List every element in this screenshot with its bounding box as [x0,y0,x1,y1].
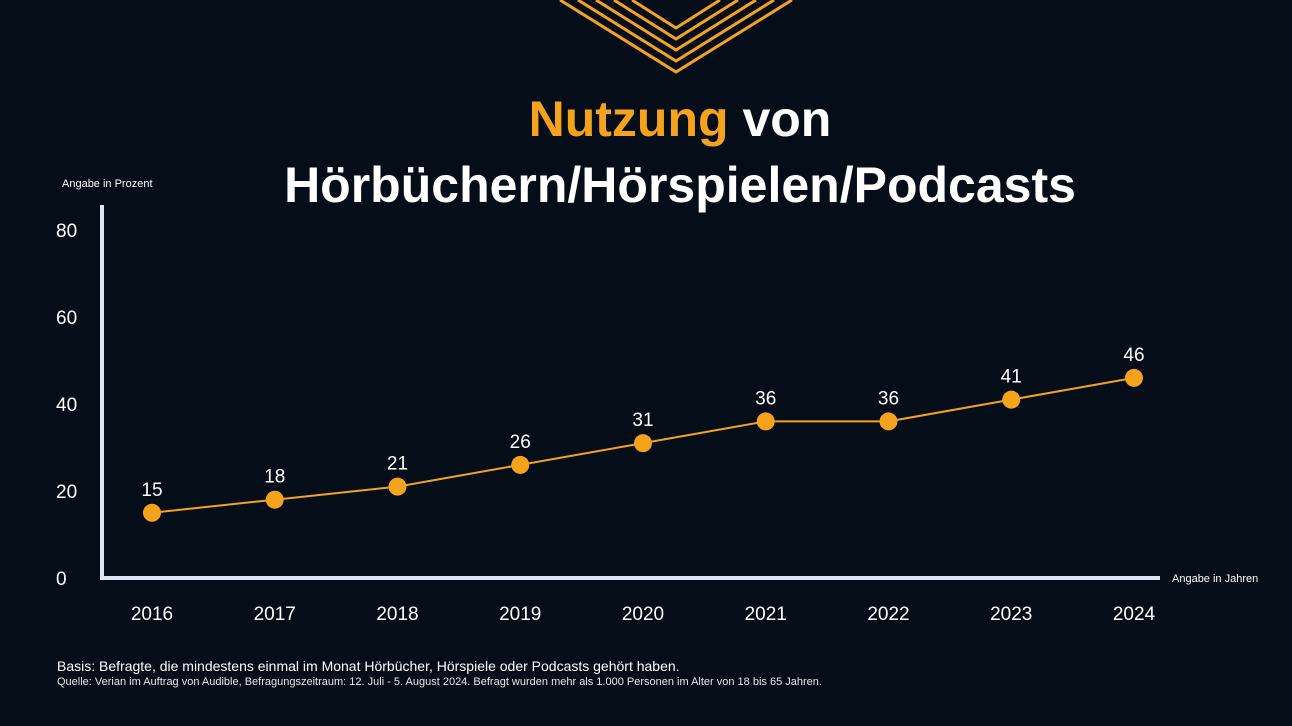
data-point [756,412,775,431]
x-tick-label: 2020 [622,604,664,625]
data-label: 26 [510,432,531,453]
footer-source: Quelle: Verian im Auftrag von Audible, B… [57,676,822,688]
line-chart: 0 20 40 60 80 2016 2017 2018 2019 2020 2021 2022 202… [56,205,1160,625]
y-tick-label: 80 [56,221,77,242]
x-tick-label: 2019 [499,604,541,625]
data-label: 15 [141,480,162,501]
data-point [634,434,652,453]
data-label: 36 [878,388,899,409]
data-point [511,455,530,474]
chart-title: Nutzung von [180,90,1180,148]
data-point [265,490,284,509]
y-tick-label: 0 [56,569,67,590]
data-point [879,412,898,431]
title-line1-rest: von [728,91,832,147]
data-point [1002,390,1021,409]
y-tick-label: 40 [56,395,77,416]
data-label: 31 [632,410,653,431]
data-label: 18 [264,467,285,488]
chart-title-line2: Hörbüchern/Hörspielen/Podcasts [284,157,1076,213]
x-tick-label: 2021 [745,604,787,625]
decorative-chevron-icon [559,0,793,74]
x-tick-label: 2017 [254,604,296,625]
data-point [1125,368,1143,387]
x-tick-label: 2022 [867,604,909,625]
x-tick-label: 2016 [131,604,173,625]
data-point [388,477,407,496]
y-tick-label: 60 [56,308,77,329]
title-highlight: Nutzung [528,91,729,147]
y-tick-label: 20 [56,482,77,503]
data-point [143,503,161,522]
data-label: 41 [1001,367,1022,388]
footer-basis: Basis: Befragte, die mindestens einmal i… [57,658,680,674]
x-tick-label: 2018 [376,604,418,625]
data-label: 46 [1123,345,1144,366]
x-tick-label: 2023 [990,604,1032,625]
data-label: 36 [755,388,776,409]
x-axis-label: Angabe in Jahren [1172,573,1259,585]
x-tick-label: 2024 [1113,604,1156,625]
data-label: 21 [387,454,408,475]
y-axis-label: Angabe in Prozent [62,178,153,190]
